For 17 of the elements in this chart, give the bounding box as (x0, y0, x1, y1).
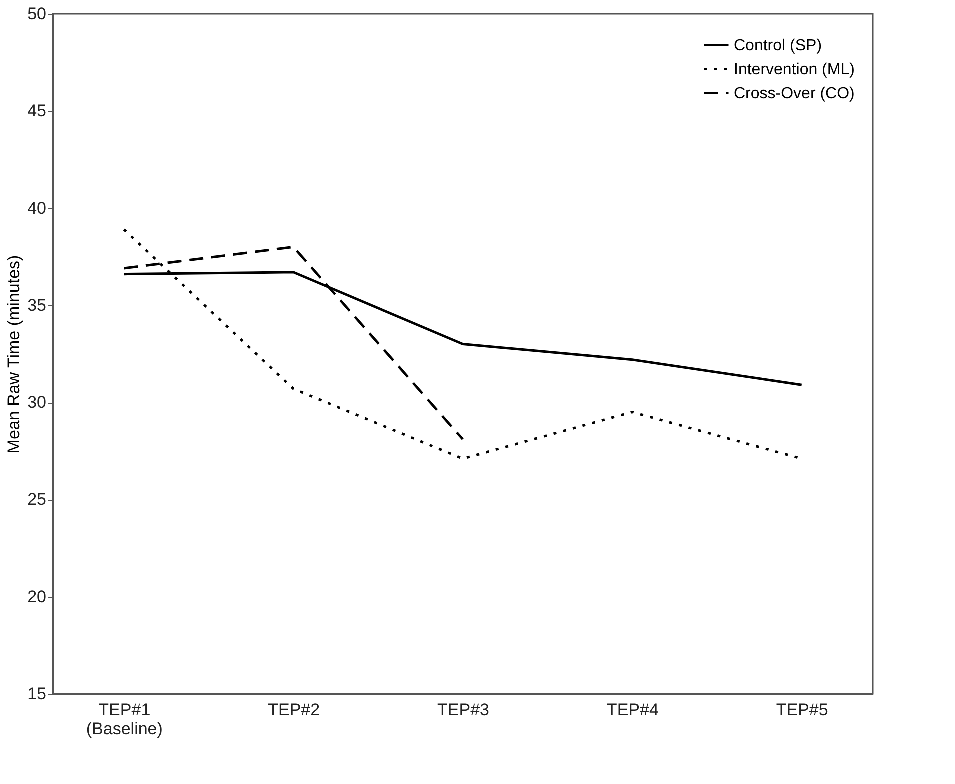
legend-label: Intervention (ML) (734, 62, 855, 78)
y-axis-title: Mean Raw Time (minutes) (4, 255, 24, 454)
x-tick-label: TEP#3 (438, 700, 490, 720)
y-tick-label: 35 (28, 296, 46, 315)
y-tick-label: 20 (28, 587, 46, 606)
y-tick-label: 45 (28, 102, 46, 121)
legend-label: Cross-Over (CO) (734, 86, 855, 102)
legend-label: Control (SP) (734, 38, 822, 54)
y-tick-label: 15 (28, 684, 46, 704)
y-tick-label: 30 (28, 393, 46, 412)
x-tick-label: TEP#5 (776, 700, 828, 720)
y-tick-label: 25 (28, 490, 46, 510)
x-tick-label: TEP#4 (606, 700, 659, 720)
y-tick-label: 50 (28, 4, 46, 24)
y-tick-label: 40 (28, 198, 46, 218)
x-tick-label: TEP#2 (268, 700, 320, 720)
x-tick-label: TEP#1 (Baseline) (86, 700, 163, 738)
